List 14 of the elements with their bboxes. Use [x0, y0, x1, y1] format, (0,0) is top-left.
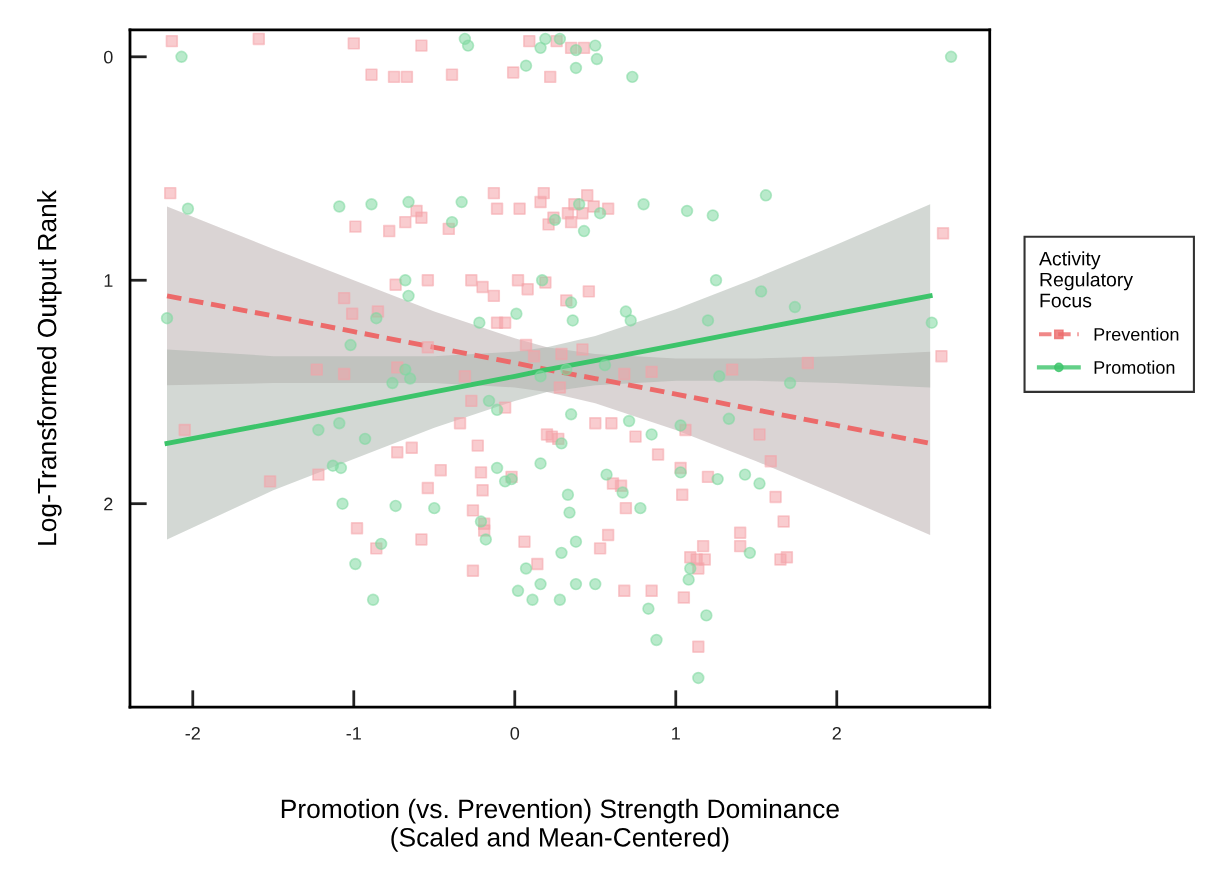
x-tick-label: -1: [346, 727, 361, 740]
x-axis-title: Promotion (vs. Prevention) Strength Dominance (Scaled and Mean-Centered): [281, 798, 839, 852]
x-tick-label: -2: [185, 726, 200, 740]
y-tick-label: 1: [104, 274, 113, 287]
legend-title: Activity Regulatory Focus: [1039, 251, 1133, 308]
x-tick-label: 2: [832, 726, 841, 740]
legend-label: Promotion: [1094, 360, 1175, 374]
line-series: [164, 293, 933, 446]
x-tick-label: 0: [510, 726, 520, 740]
y-tick-label: 0: [103, 50, 113, 64]
x-tick-label: 1: [672, 727, 680, 740]
y-tick-label: 2: [104, 497, 113, 511]
y-axis-title: Log-Transformed Output Rank: [37, 190, 62, 545]
legend-label: Prevention: [1094, 327, 1179, 341]
